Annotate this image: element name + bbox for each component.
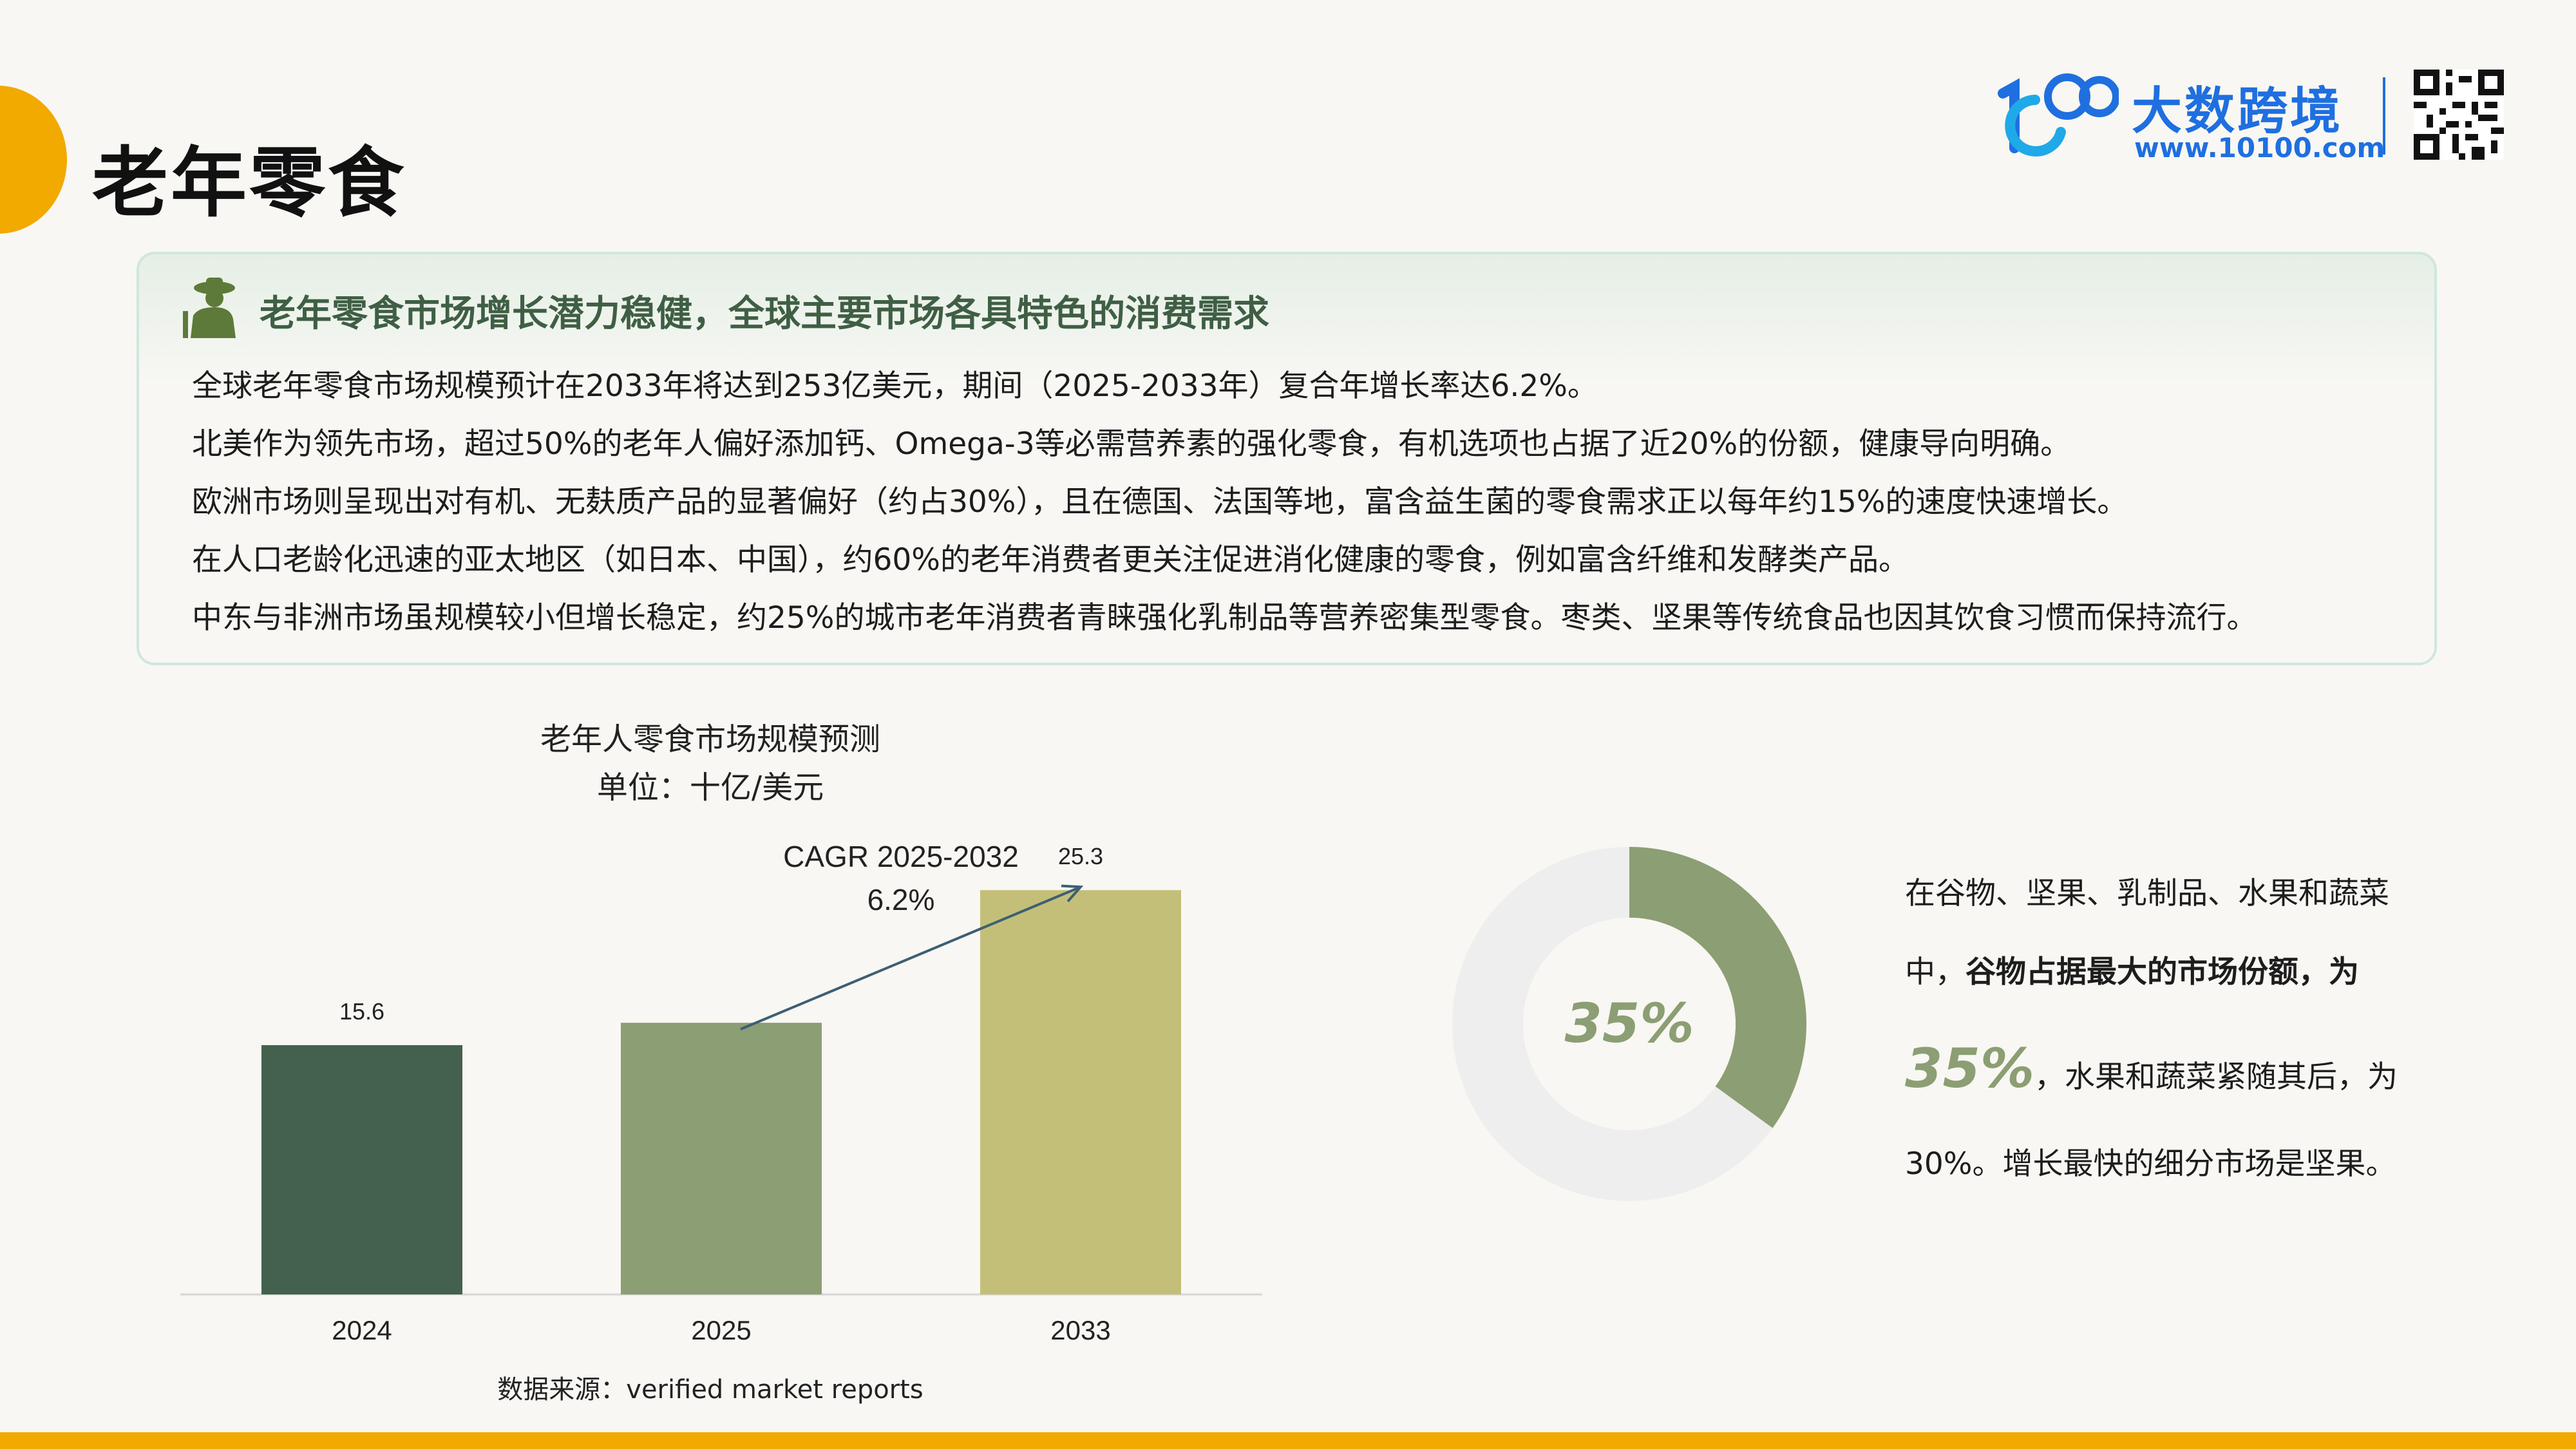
info-line: 在人口老龄化迅速的亚太地区（如日本、中国），约60%的老年消费者更关注促进消化健…: [192, 542, 1909, 578]
data-label: 25.3: [1058, 843, 1103, 869]
chart-title: 老年人零食市场规模预测: [540, 721, 881, 757]
info-box: [137, 252, 2437, 665]
cagr-value: 6.2%: [867, 883, 935, 916]
cagr-arrow-head: [1061, 884, 1084, 902]
info-line: 中东与非洲市场虽规模较小但增长稳定，约25%的城市老年消费者青睐强化乳制品等营养…: [192, 600, 2257, 636]
farmer-icon: [183, 278, 236, 338]
donut-slice: [1629, 847, 1806, 1128]
bar: [261, 1045, 462, 1294]
info-line: 北美作为领先市场，超过50%的老年人偏好添加钙、Omega-3等必需营养素的强化…: [192, 426, 2071, 462]
bottom-bar: [0, 1432, 2576, 1449]
x-tick-label: 2033: [1050, 1315, 1110, 1345]
description-percent: 35%: [1905, 1037, 2035, 1100]
donut-chart: [1452, 847, 1806, 1201]
logo-mark-icon: [1998, 73, 2119, 156]
x-tick-label: 2025: [691, 1315, 751, 1345]
cagr-label: CAGR 2025-2032: [783, 840, 1019, 873]
description-line: 30%。增长最快的细分市场是坚果。: [1905, 1146, 2396, 1182]
description-text: ，水果和蔬菜紧随其后，为: [2034, 1059, 2398, 1095]
info-line: 欧洲市场则呈现出对有机、无麸质产品的显著偏好（约占30%），且在德国、法国等地，…: [192, 484, 2128, 520]
data-label: 15.6: [339, 998, 384, 1025]
logo-text: 大数跨境: [2132, 82, 2344, 140]
donut-slice: [1452, 847, 1773, 1201]
logo-divider: [2383, 77, 2385, 155]
data-source: 数据来源：verified market reports: [497, 1375, 923, 1405]
x-tick-label: 2024: [332, 1315, 392, 1345]
description-highlight: 谷物占据最大的市场份额，为: [1965, 954, 2359, 990]
description-line: 在谷物、坚果、乳制品、水果和蔬菜: [1905, 876, 2389, 911]
description-prefix: 中，: [1905, 954, 1965, 990]
bar-chart: 2024 15.6 2025 2033 25.3 CAGR 2025-2032 6.2%: [180, 840, 1262, 1345]
cagr-arrow: [740, 886, 1081, 1030]
bar: [980, 890, 1181, 1294]
donut-center-label: 35%: [1564, 992, 1694, 1055]
page-title: 老年零食: [92, 138, 407, 227]
info-line: 全球老年零食市场规模预计在2033年将达到253亿美元，期间（2025-2033…: [192, 368, 1598, 404]
qr-code-icon: [2414, 70, 2504, 160]
chart-subtitle: 单位：十亿/美元: [596, 770, 824, 806]
logo[interactable]: 大数跨境 www.10100.com: [1990, 68, 2518, 171]
bar: [621, 1023, 822, 1294]
donut-hole: [1523, 918, 1736, 1130]
description-line: 35%，水果和蔬菜紧随其后，为: [1905, 1037, 2398, 1100]
description-line: 中，谷物占据最大的市场份额，为: [1905, 947, 2359, 991]
info-heading: 老年零食市场增长潜力稳健，全球主要市场各具特色的消费需求: [260, 293, 1269, 335]
logo-url[interactable]: www.10100.com: [2134, 132, 2385, 164]
